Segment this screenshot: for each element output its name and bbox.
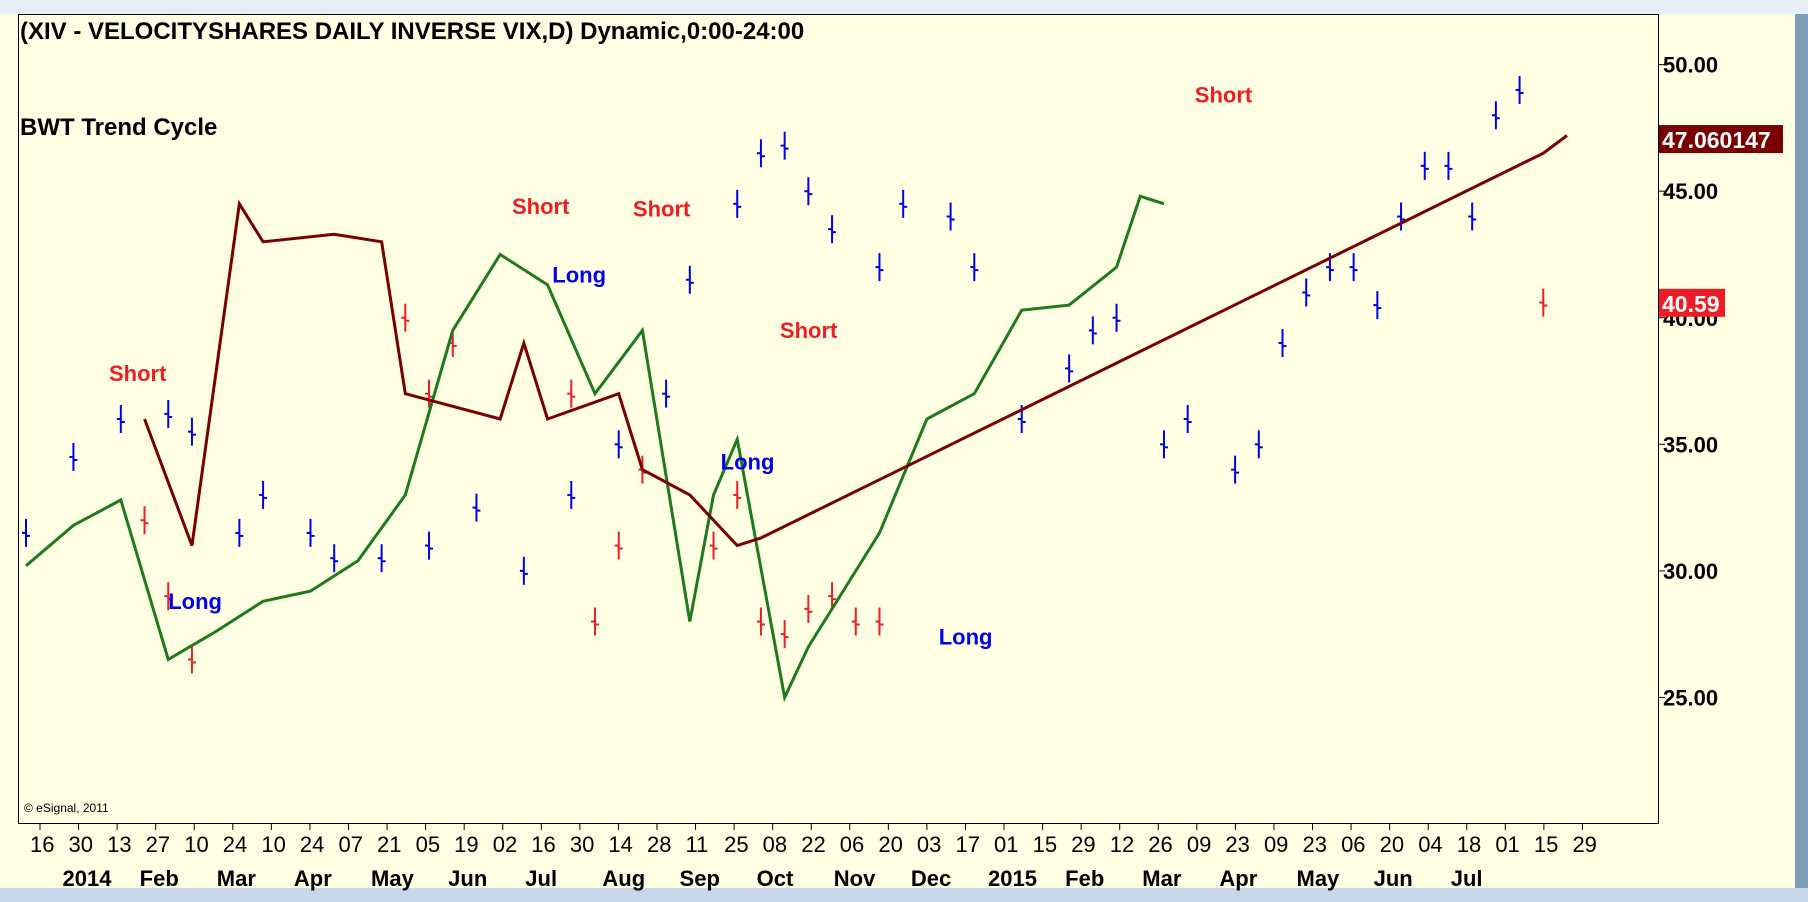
signal-label: Short — [512, 194, 570, 219]
window-bottom-bar — [0, 888, 1808, 902]
x-tick-label: 07 — [338, 832, 362, 857]
x-period-label: Feb — [140, 866, 179, 891]
x-tick-label: 11 — [686, 832, 709, 857]
signal-label: Long — [552, 262, 606, 287]
copyright-label: © eSignal, 2011 — [24, 801, 109, 815]
y-tick-label: 25.00 — [1663, 685, 1718, 710]
x-period-label: Feb — [1065, 866, 1104, 891]
x-tick-label: 26 — [1148, 832, 1172, 857]
x-period-label: Apr — [1219, 866, 1257, 891]
x-tick-label: 08 — [763, 832, 787, 857]
x-period-label: Aug — [602, 866, 645, 891]
y-tick-label: 35.00 — [1663, 432, 1718, 457]
x-tick-label: 09 — [1187, 832, 1211, 857]
signal-label: Short — [780, 318, 838, 343]
y-tick-label: 45.00 — [1663, 179, 1718, 204]
signal-label: Short — [109, 361, 167, 386]
x-tick-label: 28 — [647, 832, 671, 857]
x-tick-label: 23 — [1225, 832, 1249, 857]
x-tick-label: 23 — [1303, 832, 1327, 857]
signal-label: Long — [721, 450, 775, 475]
x-tick-label: 10 — [261, 832, 285, 857]
x-tick-label: 05 — [416, 832, 440, 857]
x-tick-label: 01 — [1495, 832, 1519, 857]
y-tick-label: 50.00 — [1663, 53, 1718, 78]
x-tick-label: 06 — [840, 832, 864, 857]
x-tick-label: 17 — [955, 832, 979, 857]
x-tick-label: 01 — [994, 832, 1018, 857]
signal-label: Long — [168, 589, 222, 614]
x-tick-label: 18 — [1457, 832, 1481, 857]
x-tick-label: 16 — [531, 832, 555, 857]
x-tick-label: 27 — [146, 832, 170, 857]
x-tick-label: 21 — [377, 832, 401, 857]
x-period-label: Sep — [680, 866, 720, 891]
signal-label: Short — [633, 197, 691, 222]
x-tick-label: 20 — [878, 832, 902, 857]
x-tick-label: 02 — [493, 832, 517, 857]
x-period-label: Mar — [1142, 866, 1182, 891]
toolbar-strip — [0, 0, 1808, 14]
x-tick-label: 16 — [30, 832, 54, 857]
window-right-edge — [1795, 14, 1808, 902]
price-axis-area — [1659, 14, 1808, 902]
x-period-label: Nov — [834, 866, 876, 891]
x-tick-label: 03 — [917, 832, 941, 857]
x-period-label: May — [1297, 866, 1341, 891]
chart-plot-area[interactable] — [18, 14, 1659, 824]
x-tick-label: 25 — [724, 832, 748, 857]
x-tick-label: 13 — [107, 832, 131, 857]
x-period-label: 2015 — [988, 866, 1037, 891]
x-tick-label: 30 — [570, 832, 594, 857]
x-tick-label: 15 — [1534, 832, 1558, 857]
x-tick-label: 20 — [1380, 832, 1404, 857]
x-tick-label: 04 — [1418, 832, 1442, 857]
x-tick-label: 12 — [1110, 832, 1134, 857]
x-period-label: 2014 — [63, 866, 113, 891]
x-period-label: Apr — [294, 866, 332, 891]
x-tick-label: 06 — [1341, 832, 1365, 857]
x-tick-label: 22 — [801, 832, 825, 857]
series-line-resistance — [143, 134, 1568, 548]
last-price-label: 47.060147 — [1662, 127, 1771, 153]
x-period-label: Jul — [525, 866, 557, 891]
y-tick-label: 30.00 — [1663, 559, 1718, 584]
current-price-box — [1659, 288, 1725, 317]
x-period-label: Dec — [911, 866, 951, 891]
x-tick-label: 29 — [1071, 832, 1095, 857]
x-tick-label: 24 — [300, 832, 324, 857]
series-line-support — [25, 194, 1165, 703]
x-tick-label: 14 — [608, 832, 632, 857]
signal-label: Long — [939, 624, 993, 649]
x-tick-label: 30 — [69, 832, 93, 857]
x-period-label: Jun — [1374, 866, 1413, 891]
x-period-label: May — [371, 866, 415, 891]
last-price-box — [1659, 125, 1783, 154]
current-price-label: 40.59 — [1662, 291, 1720, 317]
x-period-label: Jun — [448, 866, 487, 891]
signal-label: Short — [1195, 83, 1253, 108]
chart-title: (XIV - VELOCITYSHARES DAILY INVERSE VIX,… — [20, 18, 805, 45]
x-tick-label: 09 — [1264, 832, 1288, 857]
x-period-label: Jul — [1451, 866, 1483, 891]
x-period-label: Oct — [757, 866, 794, 891]
x-tick-label: 19 — [454, 832, 478, 857]
study-name: BWT Trend Cycle — [20, 114, 218, 141]
x-period-label: Mar — [217, 866, 257, 891]
window-left-edge — [0, 14, 18, 902]
x-tick-label: 15 — [1033, 832, 1057, 857]
x-tick-label: 24 — [223, 832, 247, 857]
x-tick-label: 29 — [1572, 832, 1596, 857]
x-tick-label: 10 — [184, 832, 208, 857]
